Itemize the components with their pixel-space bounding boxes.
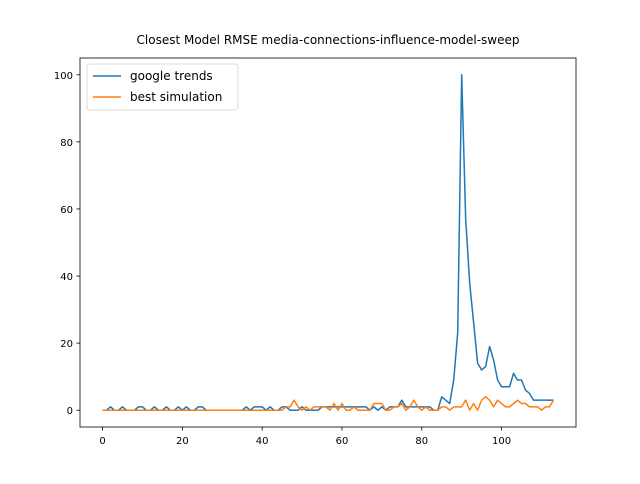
y-tick-label: 40 (60, 272, 73, 283)
legend-box (86, 63, 239, 111)
x-tick-label: 0 (99, 436, 105, 447)
line-series (102, 74, 554, 411)
x-tick-label: 80 (415, 436, 428, 447)
plot-frame (79, 57, 577, 428)
chart-title: Closest Model RMSE media-connections-inf… (137, 33, 520, 47)
x-tick-label: 100 (492, 436, 511, 447)
x-tick-label: 20 (176, 436, 189, 447)
y-tick-label: 60 (60, 205, 73, 216)
legend-label: google trends (130, 69, 213, 83)
x-tick-label: 60 (336, 436, 349, 447)
y-tick-label: 0 (67, 406, 73, 417)
legend-label: best simulation (130, 90, 222, 104)
x-tick-label: 40 (256, 436, 269, 447)
y-tick-label: 100 (54, 71, 73, 82)
y-tick-label: 80 (60, 138, 73, 149)
line-series (102, 396, 555, 411)
y-tick-label: 20 (60, 339, 73, 350)
